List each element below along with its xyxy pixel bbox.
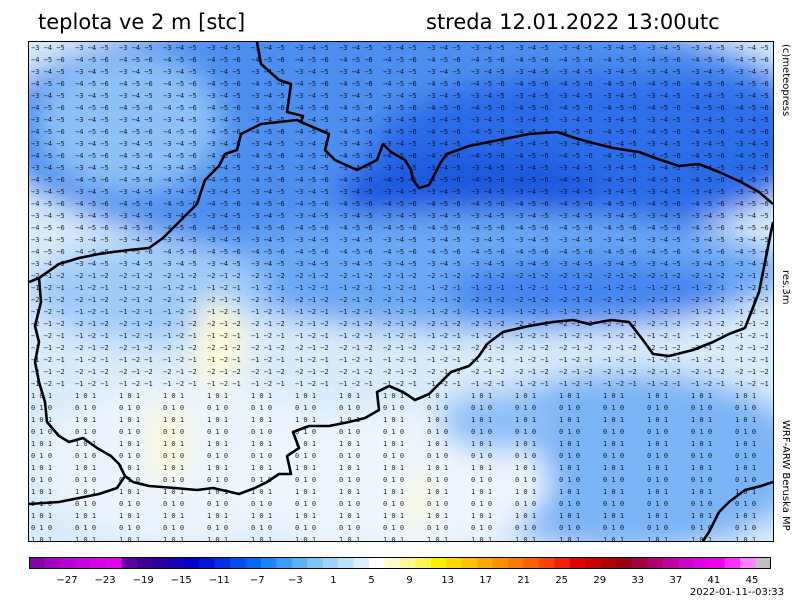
colorbar-swatch [678,557,695,569]
value-grid-south [29,392,773,541]
colorbar-swatch [199,557,216,569]
colorbar-swatch [446,557,463,569]
colorbar-swatch [647,557,664,569]
colorbar-swatch [616,557,633,569]
colorbar-swatch [322,557,339,569]
colorbar-swatch [755,557,771,569]
model-label: WRF-ARW Beruska MP [780,420,791,531]
colorbar-labels: −27 −23 −19 −15 −11 −7 −3 1 5 9 13 17 21 25 29 33 37 41 45 [0,575,800,589]
colorbar-swatch [353,557,370,569]
colorbar-tick-label: −3 [288,575,303,586]
colorbar-tick-label: 17 [479,575,492,586]
colorbar-swatch [121,557,138,569]
colorbar-swatch [554,557,571,569]
colorbar-swatch [29,557,46,569]
colorbar-swatch [214,557,231,569]
colorbar-swatch [384,557,401,569]
colorbar-tick-label: −11 [208,575,230,586]
colorbar-swatch [90,557,107,569]
generation-timestamp: 2022-01-11--03:33 [689,587,784,598]
country-borders [29,42,773,541]
colorbar-swatch [585,557,602,569]
colorbar-tick-label: −15 [170,575,192,586]
resolution-label: res.3m [780,270,791,305]
colorbar-swatch [662,557,679,569]
colorbar-swatch [369,557,386,569]
colorbar-tick-label: 5 [368,575,375,586]
colorbar-tick-label: 25 [555,575,569,586]
colorbar-swatch [260,557,277,569]
colorbar-swatch [400,557,417,569]
colorbar-tick-label: 37 [669,575,683,586]
colorbar-swatch [338,557,355,569]
colorbar-swatch [724,557,741,569]
colorbar-swatch [183,557,200,569]
colorbar-swatch [477,557,494,569]
colorbar-swatch [106,557,123,569]
colorbar-tick-label: −27 [56,575,78,586]
value-grid-center [29,272,773,392]
colorbar-swatch [508,557,525,569]
title-variable: teplota ve 2 m [stc] [38,10,246,34]
colorbar-swatch [600,557,618,569]
colorbar-swatch [492,557,509,569]
colorbar-swatch [631,557,648,569]
colorbar-swatch [229,557,247,569]
colorbar-swatch [75,557,92,569]
colorbar-swatch [276,557,293,569]
colorbar-tick-label: 29 [593,575,607,586]
colorbar-swatch [44,557,61,569]
colorbar-tick-label: 45 [745,575,759,586]
colorbar-tick-label: 33 [631,575,645,586]
colorbar-swatch [693,557,710,569]
colorbar-tick-label: −19 [132,575,154,586]
title-valid-time: streda 12.01.2022 13:00utc [426,10,720,34]
colorbar-swatch [709,557,726,569]
colorbar-swatch [137,557,154,569]
colorbar-swatch [430,557,447,569]
colorbar-swatch [152,557,169,569]
colorbar [29,557,771,569]
copyright-label: (c)meteopress [780,44,791,117]
colorbar-tick-label: −23 [94,575,116,586]
colorbar-tick-label: −7 [249,575,265,586]
colorbar-swatch [570,557,587,569]
colorbar-tick-label: 41 [707,575,721,586]
colorbar-swatch [168,557,185,569]
colorbar-tick-label: 9 [406,575,413,586]
temperature-map: −3 −4 −5 −4 −5 −6 −1 −2 −1 −2 −1 −2 0 1 … [28,41,774,542]
colorbar-swatch [291,557,308,569]
colorbar-tick-label: 1 [330,575,337,586]
colorbar-tick-label: 13 [441,575,454,586]
colorbar-swatch [539,557,556,569]
colorbar-swatch [307,557,324,569]
colorbar-swatch [245,557,262,569]
colorbar-swatch [415,557,432,569]
colorbar-swatch [59,557,76,569]
colorbar-swatch [461,557,478,569]
colorbar-swatch [740,557,757,569]
colorbar-swatch [523,557,540,569]
colorbar-tick-label: 21 [517,575,531,586]
map-canvas: −3 −4 −5 −4 −5 −6 −1 −2 −1 −2 −1 −2 0 1 … [29,42,773,541]
